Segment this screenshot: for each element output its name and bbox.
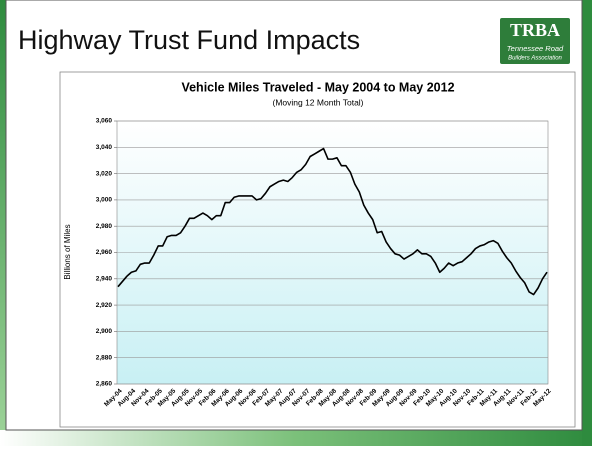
y-tick-label: 2,900 xyxy=(96,328,113,335)
y-tick-label: 3,000 xyxy=(96,197,113,204)
y-tick-label: 3,040 xyxy=(96,144,113,151)
y-tick-label: 2,880 xyxy=(96,354,113,361)
logo-line: Builders Association xyxy=(508,56,562,62)
y-tick-label: 2,860 xyxy=(96,381,113,388)
y-tick-label: 2,960 xyxy=(96,249,113,256)
right-strip xyxy=(582,0,592,446)
y-axis-label: Billions of Miles xyxy=(63,224,72,279)
logo-line: Tennessee Road xyxy=(507,44,564,53)
chart-title: Vehicle Miles Traveled - May 2004 to May… xyxy=(181,80,454,94)
chart-subtitle: (Moving 12 Month Total) xyxy=(272,97,363,107)
bottom-strip xyxy=(0,430,592,446)
logo-mark: TRBA xyxy=(510,20,560,40)
y-tick-label: 3,020 xyxy=(96,170,113,177)
y-tick-label: 2,920 xyxy=(96,302,113,309)
slide-title: Highway Trust Fund Impacts xyxy=(18,25,360,55)
logo-bg xyxy=(500,18,570,64)
data-line xyxy=(117,147,548,296)
y-tick-label: 2,940 xyxy=(96,276,113,283)
left-strip xyxy=(0,0,6,446)
y-tick-label: 2,980 xyxy=(96,223,113,230)
y-tick-label: 3,060 xyxy=(96,118,113,125)
